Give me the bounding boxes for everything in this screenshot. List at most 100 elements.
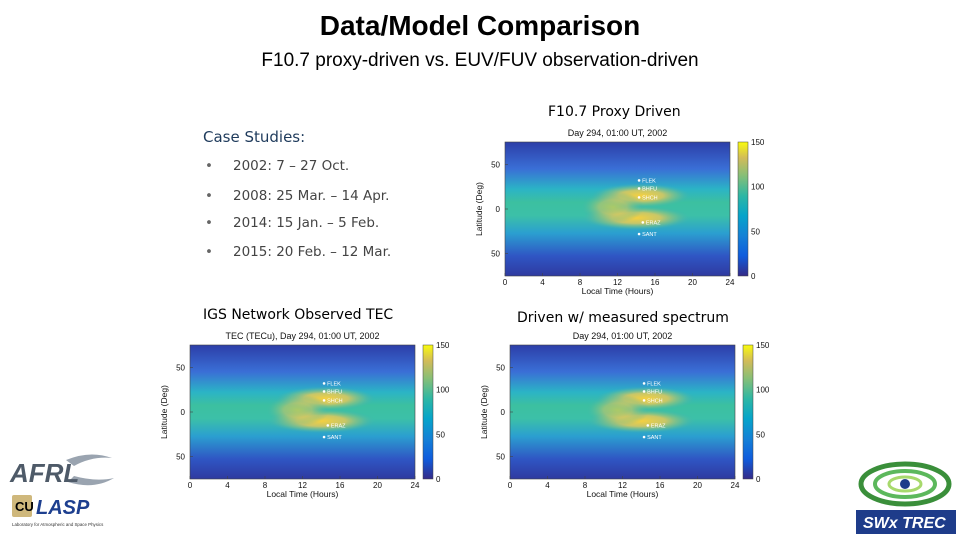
station-label: SANT <box>327 435 342 441</box>
x-tick-label: 12 <box>618 481 627 490</box>
x-tick-label: 4 <box>540 278 545 287</box>
station-marker <box>642 399 646 402</box>
station-marker <box>322 435 326 439</box>
x-tick-label: 0 <box>188 481 193 490</box>
x-tick-label: 12 <box>298 481 307 490</box>
colorbar-tick-label: 50 <box>751 227 760 236</box>
swx-trec-logo: SWx TREC <box>852 458 958 536</box>
station-marker <box>326 424 330 427</box>
colorbar <box>742 344 754 480</box>
station-marker <box>637 232 641 236</box>
x-tick-label: 8 <box>583 481 588 490</box>
station-marker <box>641 221 645 224</box>
case-study-text: 2002: 7 – 27 Oct. <box>233 158 350 174</box>
bullet: • <box>205 215 213 231</box>
colorbar-tick-label: 0 <box>756 475 761 484</box>
bullet: • <box>205 158 213 174</box>
swx-logo-banner <box>856 510 956 534</box>
station-label: SANT <box>647 435 662 441</box>
colorbar-tick-label: 0 <box>751 272 756 281</box>
x-axis-label: Local Time (Hours) <box>582 286 654 296</box>
swx-logo-core <box>900 479 910 489</box>
station-label: FLEK <box>327 381 341 387</box>
x-tick-label: 8 <box>578 278 583 287</box>
afrl-logo-swoosh <box>68 476 114 486</box>
y-tick-label: 50 <box>491 160 500 169</box>
station-label: ERAZ <box>331 423 346 429</box>
station-label: ERAZ <box>651 423 666 429</box>
y-axis-label: Latitude (Deg) <box>479 385 489 439</box>
tec-map-proxy: Day 294, 01:00 UT, 2002 FLEK BHFU SHCH ERAZ S… <box>474 128 765 296</box>
swx-logo-text: SWx TREC <box>863 515 946 532</box>
x-tick-label: 0 <box>503 278 508 287</box>
anomaly-core <box>266 394 330 427</box>
panel-label-measured: Driven w/ measured spectrum <box>517 310 729 326</box>
tec-map-measured: Day 294, 01:00 UT, 2002 FLEK BHFU SHCH ERAZ S… <box>479 331 770 499</box>
x-tick-label: 4 <box>225 481 230 490</box>
map-field <box>505 142 730 276</box>
colorbar <box>422 344 434 480</box>
station-label: BHFU <box>642 186 657 192</box>
colorbar-tick-label: 0 <box>436 475 441 484</box>
y-tick-label: 0 <box>181 408 186 417</box>
bullet: • <box>205 244 213 260</box>
map-title: TEC (TECu), Day 294, 01:00 UT, 2002 <box>225 331 379 341</box>
bullet: • <box>205 188 213 204</box>
colorbar-tick-label: 100 <box>751 183 765 192</box>
colorbar-tick-label: 100 <box>436 386 450 395</box>
y-axis-label: Latitude (Deg) <box>474 182 484 236</box>
case-study-text: 2008: 25 Mar. – 14 Apr. <box>233 188 390 204</box>
station-marker <box>322 399 326 402</box>
colorbar <box>737 141 749 277</box>
afrl-logo-text: AFRL <box>9 458 79 488</box>
map-field <box>510 345 735 479</box>
y-tick-label: 50 <box>496 363 505 372</box>
case-study-item: • 2015: 20 Feb. – 12 Mar. <box>205 244 391 260</box>
station-marker <box>642 390 646 393</box>
x-tick-label: 24 <box>411 481 420 490</box>
swx-logo-ring <box>858 461 952 507</box>
panel-label-igs: IGS Network Observed TEC <box>203 307 394 323</box>
y-tick-label: 50 <box>176 453 185 462</box>
colorbar-tick-label: 100 <box>756 386 770 395</box>
afrl-logo: AFRL <box>9 454 114 488</box>
anomaly-core <box>581 191 645 224</box>
swx-logo-ring <box>873 469 937 499</box>
lasp-logo-text: LASP <box>36 497 90 519</box>
case-study-item: • 2002: 7 – 27 Oct. <box>205 158 349 174</box>
x-tick-label: 0 <box>508 481 513 490</box>
lasp-logo-caption: Laboratory for Atmospheric and Space Phy… <box>12 522 104 527</box>
station-label: ERAZ <box>646 220 661 226</box>
x-tick-label: 16 <box>656 481 665 490</box>
station-marker <box>322 390 326 393</box>
station-marker <box>637 179 641 182</box>
case-study-item: • 2014: 15 Jan. – 5 Feb. <box>205 215 379 231</box>
y-tick-label: 0 <box>501 408 506 417</box>
lasp-logo: CU LASP Laboratory for Atmospheric and S… <box>12 495 104 527</box>
cu-emblem <box>12 495 32 517</box>
station-label: SHCH <box>642 195 658 201</box>
x-axis-label: Local Time (Hours) <box>267 489 339 499</box>
station-marker <box>637 187 641 190</box>
colorbar-tick-label: 50 <box>756 430 765 439</box>
colorbar-tick-label: 150 <box>756 341 770 350</box>
map-title: Day 294, 01:00 UT, 2002 <box>568 128 668 138</box>
x-tick-label: 24 <box>726 278 735 287</box>
slide-title: Data/Model Comparison <box>319 10 641 41</box>
station-label: FLEK <box>642 178 656 184</box>
station-marker <box>322 382 326 385</box>
x-tick-label: 16 <box>336 481 345 490</box>
station-label: BHFU <box>647 389 662 395</box>
case-study-item: • 2008: 25 Mar. – 14 Apr. <box>205 188 389 204</box>
station-marker <box>642 382 646 385</box>
x-axis-label: Local Time (Hours) <box>587 489 659 499</box>
x-tick-label: 8 <box>263 481 268 490</box>
tec-map-igs: TEC (TECu), Day 294, 01:00 UT, 2002 FLEK B… <box>159 331 450 499</box>
station-marker <box>646 424 650 427</box>
cu-emblem-glyph: CU <box>15 499 34 514</box>
case-study-text: 2015: 20 Feb. – 12 Mar. <box>233 244 392 260</box>
station-label: SHCH <box>327 398 343 404</box>
map-field <box>190 345 415 479</box>
x-tick-label: 12 <box>613 278 622 287</box>
case-study-text: 2014: 15 Jan. – 5 Feb. <box>233 215 380 231</box>
